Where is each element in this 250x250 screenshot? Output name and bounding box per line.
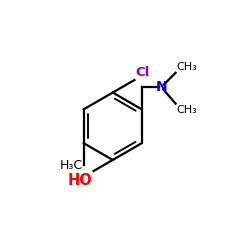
- Text: HO: HO: [68, 172, 92, 188]
- Text: H₃C: H₃C: [60, 159, 82, 172]
- Text: CH₃: CH₃: [176, 62, 197, 72]
- Text: CH₃: CH₃: [176, 104, 197, 115]
- Text: N: N: [155, 80, 167, 94]
- Text: Cl: Cl: [135, 66, 150, 79]
